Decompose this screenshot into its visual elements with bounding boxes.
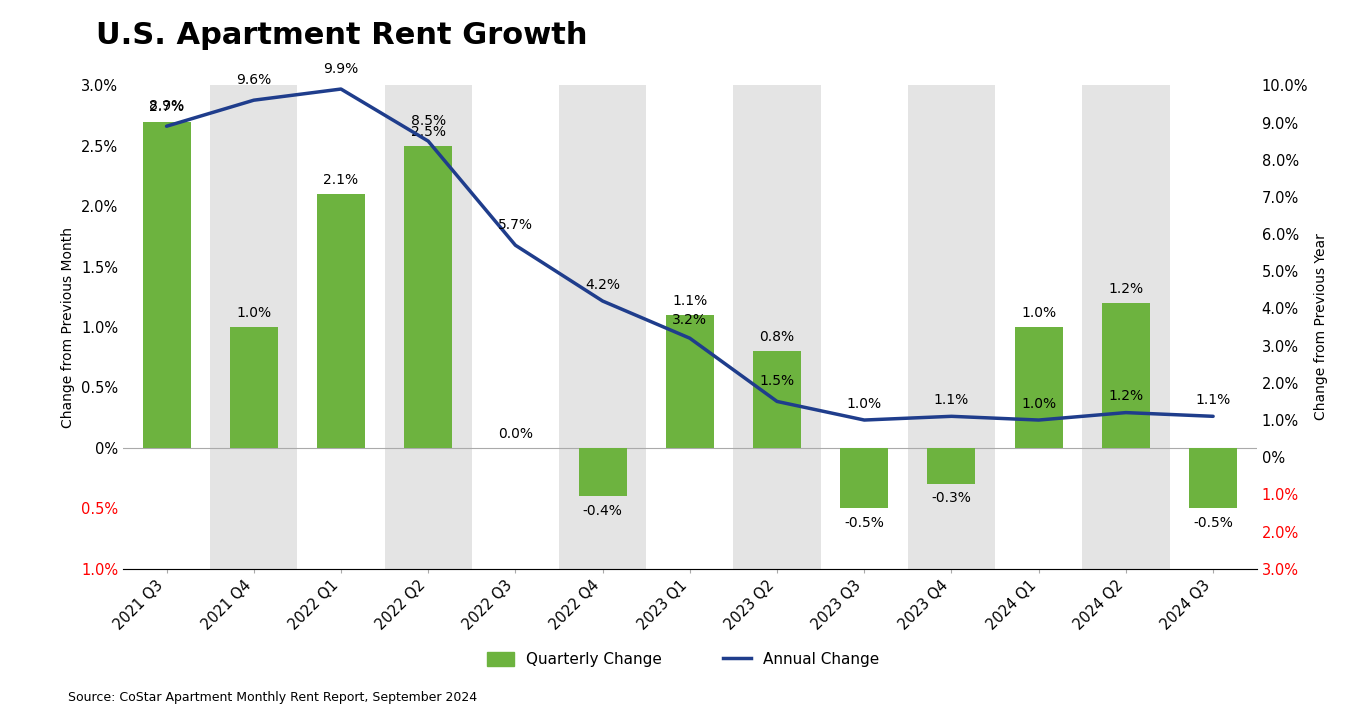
Text: -0.3%: -0.3% xyxy=(932,491,971,506)
Legend: Quarterly Change, Annual Change: Quarterly Change, Annual Change xyxy=(479,645,887,675)
Bar xyxy=(210,85,298,569)
Text: 3.2%: 3.2% xyxy=(672,313,708,327)
Bar xyxy=(1082,85,1169,569)
Bar xyxy=(908,85,994,569)
Bar xyxy=(385,85,471,569)
Text: 1.1%: 1.1% xyxy=(934,393,968,407)
Bar xyxy=(404,146,452,448)
Bar xyxy=(1190,448,1238,508)
Text: -0.5%: -0.5% xyxy=(844,515,884,530)
Bar xyxy=(317,194,365,448)
Text: -0.5%: -0.5% xyxy=(1193,515,1233,530)
Text: 1.0%: 1.0% xyxy=(1022,306,1056,320)
Text: 4.2%: 4.2% xyxy=(585,278,620,292)
Text: 1.2%: 1.2% xyxy=(1108,282,1143,296)
Text: 1.0%: 1.0% xyxy=(1022,397,1056,411)
Text: 2.5%: 2.5% xyxy=(411,124,445,139)
Bar xyxy=(1015,327,1063,448)
Text: 1.5%: 1.5% xyxy=(759,375,795,388)
Bar xyxy=(1102,303,1150,448)
Text: 2.7%: 2.7% xyxy=(149,100,184,114)
Text: 2.1%: 2.1% xyxy=(324,173,358,187)
Bar xyxy=(840,448,888,508)
Bar xyxy=(753,351,800,448)
Text: 5.7%: 5.7% xyxy=(497,218,533,232)
Text: U.S. Apartment Rent Growth: U.S. Apartment Rent Growth xyxy=(96,21,587,50)
Text: 1.2%: 1.2% xyxy=(1108,390,1143,403)
Bar xyxy=(142,122,190,448)
Bar xyxy=(734,85,821,569)
Text: 1.1%: 1.1% xyxy=(672,294,708,308)
Bar xyxy=(665,315,714,448)
Bar xyxy=(559,85,646,569)
Text: -0.4%: -0.4% xyxy=(583,503,623,518)
Text: 8.9%: 8.9% xyxy=(149,100,184,113)
Text: 1.0%: 1.0% xyxy=(847,397,882,411)
Bar xyxy=(579,448,627,496)
Text: 1.1%: 1.1% xyxy=(1195,393,1231,407)
Bar xyxy=(928,448,975,484)
Text: 9.9%: 9.9% xyxy=(324,62,359,76)
Text: 0.0%: 0.0% xyxy=(497,427,533,441)
Y-axis label: Change from Previous Month: Change from Previous Month xyxy=(61,227,75,427)
Bar xyxy=(229,327,277,448)
Text: 1.0%: 1.0% xyxy=(236,306,272,320)
Text: 0.8%: 0.8% xyxy=(759,330,795,344)
Y-axis label: Change from Previous Year: Change from Previous Year xyxy=(1314,234,1328,420)
Text: 9.6%: 9.6% xyxy=(236,73,272,87)
Text: Source: CoStar Apartment Monthly Rent Report, September 2024: Source: CoStar Apartment Monthly Rent Re… xyxy=(68,691,478,704)
Text: 8.5%: 8.5% xyxy=(411,114,445,128)
